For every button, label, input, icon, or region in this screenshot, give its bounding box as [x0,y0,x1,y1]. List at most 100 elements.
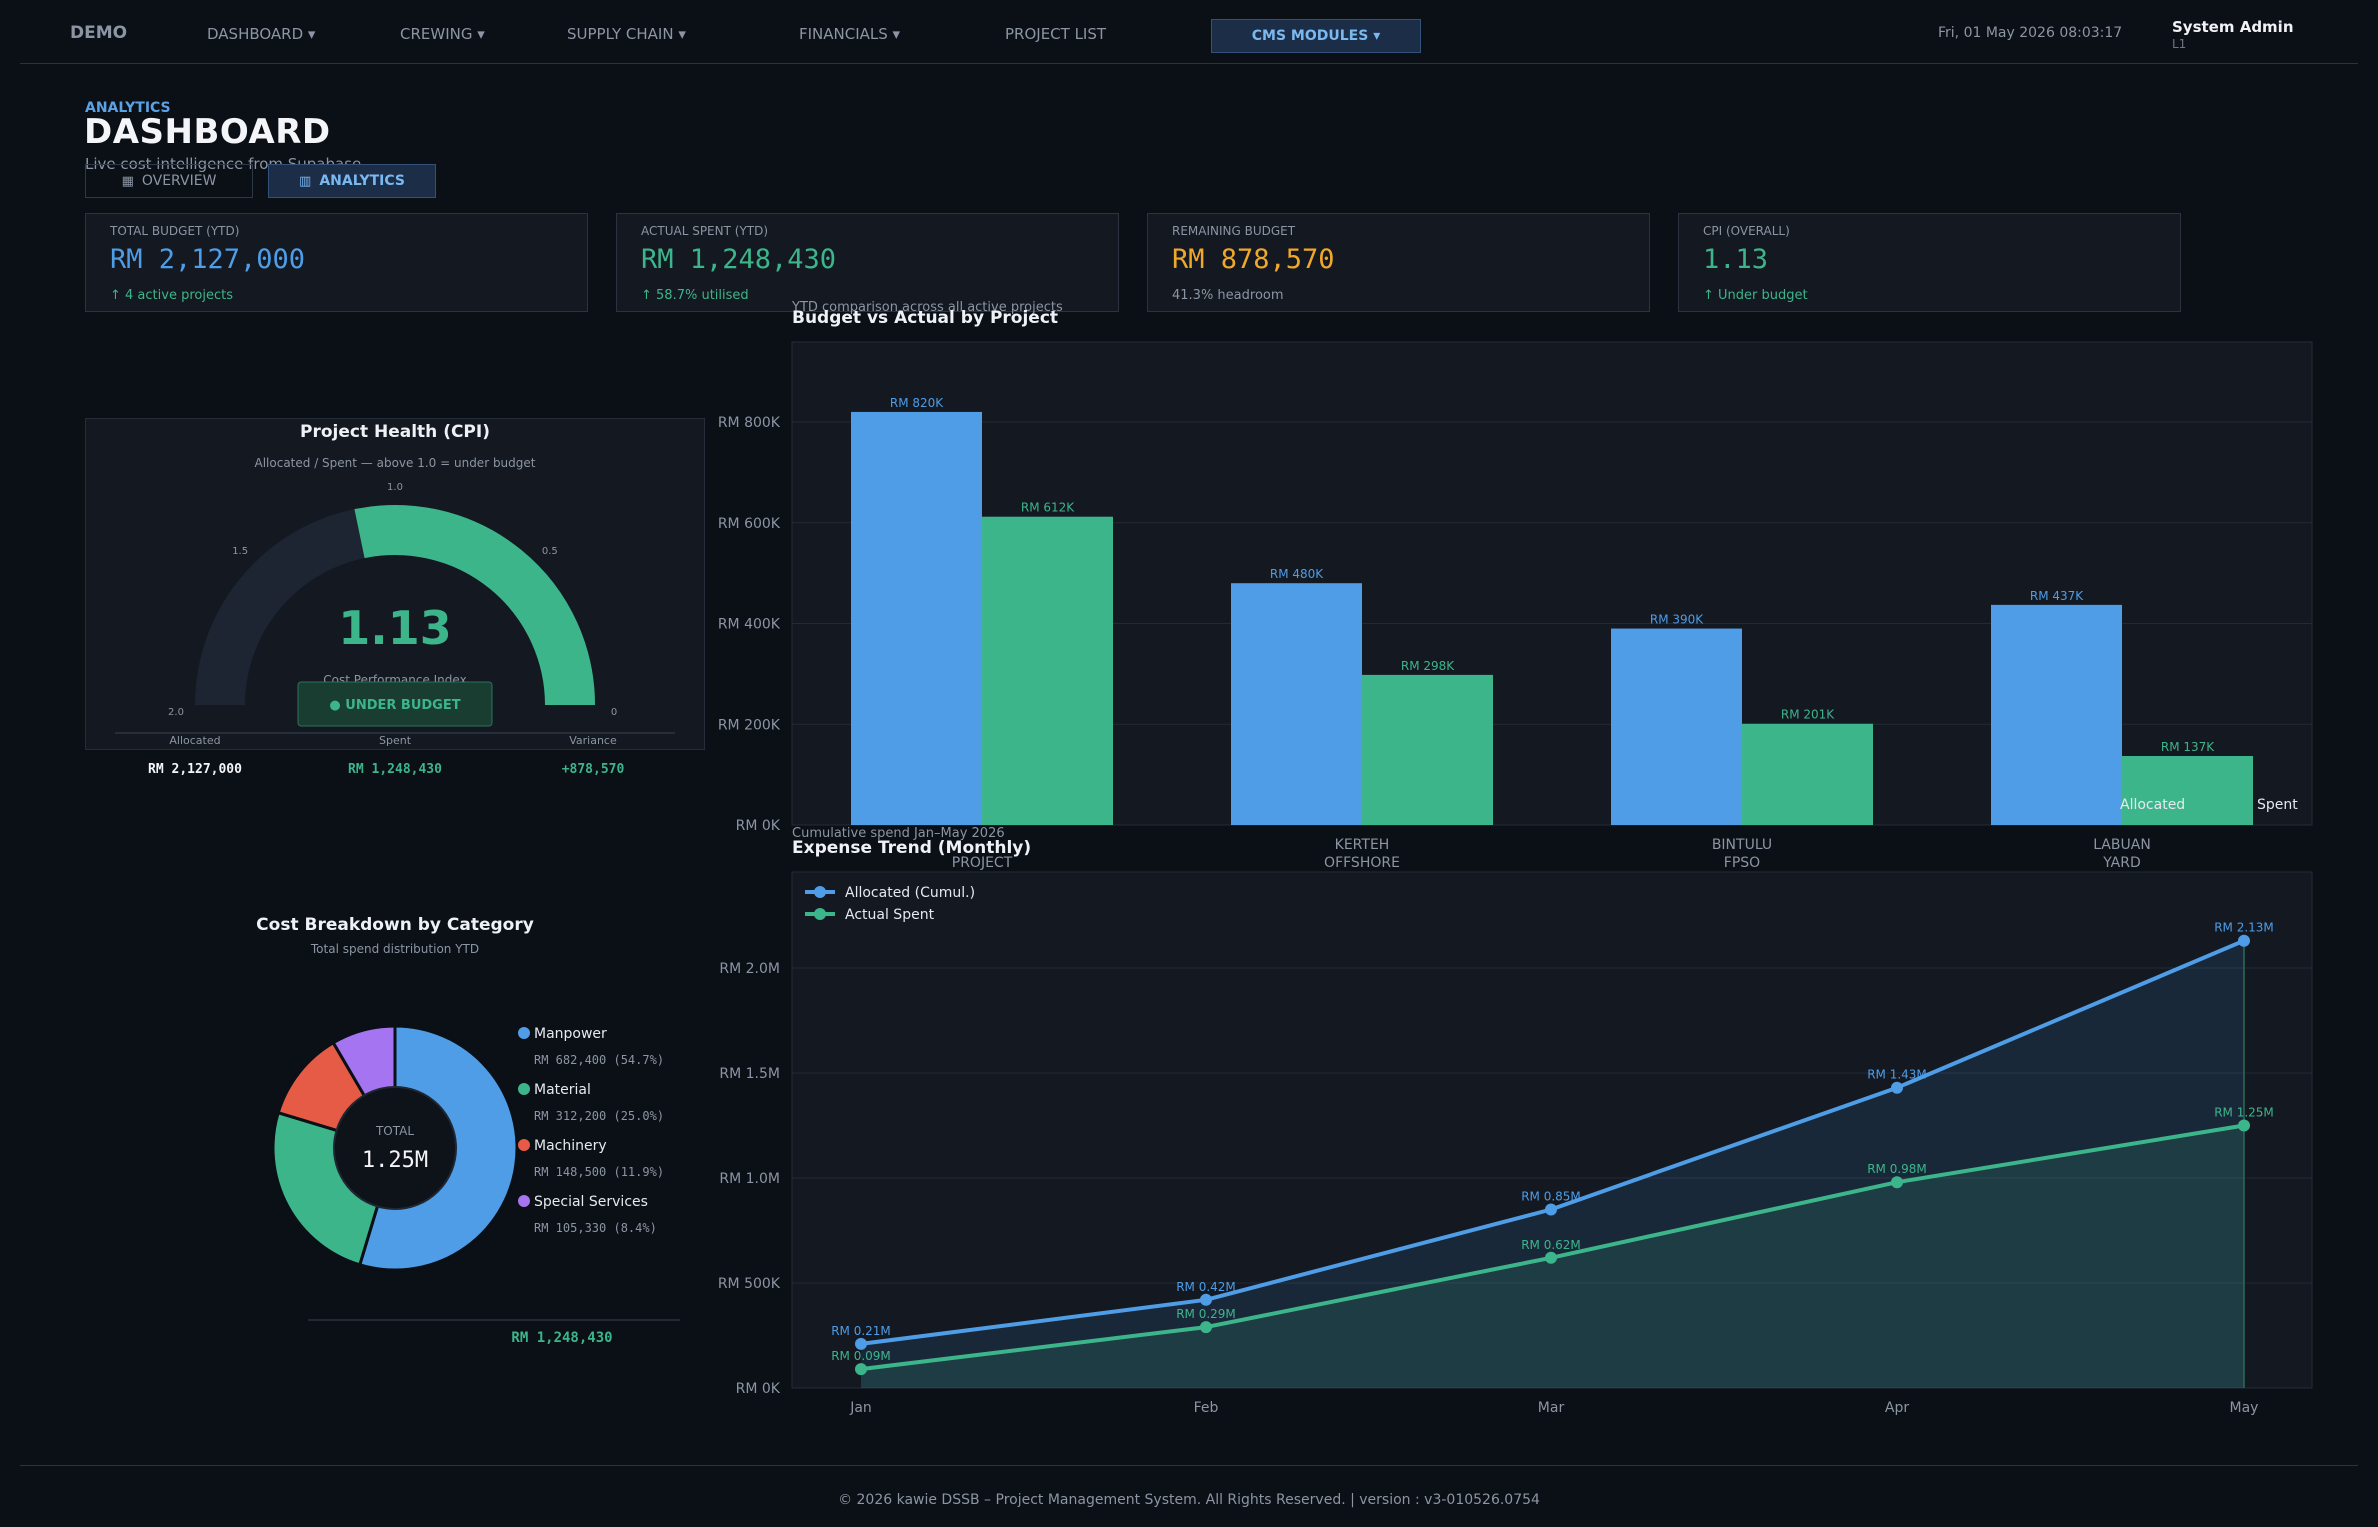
legend-category: Special Services [534,1194,648,1210]
under-budget-badge [297,681,493,727]
y-tick-label: RM 200K [718,717,781,733]
x-tick-label: YARD [2102,855,2141,871]
legend-label: Spent [2257,797,2298,813]
bar-spent [2122,755,2253,825]
legend-category: Machinery [534,1138,607,1154]
trend-chart-plot-area [791,871,2313,1389]
budget-chart-title: Budget vs Actual by Project [792,308,1059,328]
page-title: DASHBOARD [84,112,331,152]
trend-chart-title: Expense Trend (Monthly) [792,838,1032,858]
budget-chart-subtitle: YTD comparison across all active project… [792,300,1063,315]
kpi-label: TOTAL BUDGET (YTD) [110,224,240,238]
x-tick-label: Jan [849,1400,872,1416]
kpi-note: ↑ Under budget [1703,288,1808,303]
tab-analytics[interactable]: ▥ ANALYTICS [268,164,436,198]
data-point [1891,1176,1903,1189]
bar-value-label: RM 820K [890,396,944,410]
nav-crewing[interactable]: CREWING ▾ [400,25,485,43]
legend-swatch [2238,796,2252,810]
data-point-label: RM 0.42M [1176,1280,1236,1294]
kpi-value: RM 1,248,430 [641,244,837,275]
area-fill-allocated [861,940,2244,1388]
bar-value-label: RM 612K [1021,501,1075,515]
datetime-display: Fri, 01 May 2026 08:03:17 [1938,25,2123,41]
nav-divider [20,63,2358,64]
breakdown-total-value: RM 1,248,430 [511,1330,612,1346]
page-eyebrow: ANALYTICS [85,100,171,116]
kpi-card-total-budget: TOTAL BUDGET (YTD) RM 2,127,000 ↑ 4 acti… [85,213,588,312]
stat-label-variance: Variance [569,734,617,747]
legend-dot [814,908,826,920]
stat-value-spent: RM 1,248,430 [348,762,442,777]
nav-dashboard[interactable]: DASHBOARD ▾ [207,25,316,43]
x-tick-label: LABUAN [2093,837,2151,853]
stat-value-variance: +878,570 [562,762,625,777]
bar-value-label: RM 480K [1270,567,1324,581]
gauge-tick: 1.0 [387,482,403,493]
user-name[interactable]: System Admin [2172,18,2294,36]
legend-dot [518,1139,530,1151]
bar-allocated [1231,583,1362,825]
nav-supply-chain[interactable]: SUPPLY CHAIN ▾ [567,25,686,43]
bar-spent [1742,723,1873,825]
bar-value-label: RM 201K [1781,708,1835,722]
bar-spent [982,516,1113,825]
data-point [855,1363,867,1376]
area-fill-spent [861,1125,2244,1388]
y-tick-label: RM 800K [718,415,781,431]
y-tick-label: RM 0K [736,1381,781,1397]
y-tick-label: RM 600K [718,516,781,532]
data-point [1545,1203,1557,1216]
data-point-label: RM 0.21M [831,1324,891,1338]
kpi-note: ↑ 58.7% utilised [641,288,749,303]
gauge-fill [354,505,595,706]
legend-value: RM 105,330 (8.4%) [534,1221,657,1235]
donut-center-label: TOTAL [375,1124,414,1138]
legend-dot [518,1195,530,1207]
legend-category: Material [534,1082,591,1098]
tab-overview[interactable]: ▦ OVERVIEW [85,164,253,198]
data-point [855,1337,867,1350]
nav-financials[interactable]: FINANCIALS ▾ [799,25,901,43]
data-point-label: RM 2.13M [2214,921,2274,935]
gauge-tick: 0 [611,707,617,718]
expense-trend-chart: RM 0K RM 500K RM 1.0M RM 1.5M RM 2.0M Jan Feb M… [718,871,2313,1416]
project-health-title: Project Health (CPI) [299,422,490,442]
legend-swatch [2100,796,2114,810]
nav-project-list[interactable]: PROJECT LIST [1005,25,1107,43]
bar-allocated [851,411,982,825]
data-point-label: RM 0.98M [1867,1162,1927,1176]
donut-hole [333,1086,457,1210]
data-point-label: RM 1.43M [1867,1068,1927,1082]
kpi-note: 41.3% headroom [1172,288,1284,303]
data-point [1200,1321,1212,1334]
footer-text: © 2026 kawie DSSB – Project Management S… [838,1492,1540,1508]
data-point [1891,1081,1903,1094]
gauge-tick: 2.0 [168,707,184,718]
legend-dot [518,1027,530,1039]
data-point-label: RM 1.25M [2214,1106,2274,1120]
bar-value-label: RM 137K [2161,740,2215,754]
tab-overview-label: OVERVIEW [141,173,217,189]
trend-chart-subtitle: Cumulative spend Jan–May 2026 [792,826,1005,841]
footer-divider [20,1465,2358,1466]
legend-category: Manpower [534,1026,607,1042]
stat-value-allocated: RM 2,127,000 [148,762,242,777]
x-tick-label: FPSO [1724,855,1760,871]
data-point-label: RM 0.85M [1521,1190,1581,1204]
data-point [1545,1251,1557,1264]
y-tick-label: RM 500K [718,1276,781,1292]
brand-logo[interactable]: DEMO [70,23,128,43]
kpi-value: RM 2,127,000 [110,244,306,275]
kpi-label: CPI (OVERALL) [1703,224,1790,238]
bar-value-label: RM 298K [1401,659,1455,673]
bar-value-label: RM 390K [1650,613,1704,627]
data-point-label: RM 0.62M [1521,1238,1581,1252]
bar-allocated [1991,604,2122,825]
under-budget-badge-label: ● UNDER BUDGET [329,698,460,713]
legend-value: RM 682,400 (54.7%) [534,1053,664,1067]
cost-breakdown-subtitle: Total spend distribution YTD [310,942,480,956]
x-tick-label: BINTULU [1712,837,1772,853]
grid-icon: ▦ [121,173,134,189]
cms-modules-button[interactable]: CMS MODULES ▾ [1211,19,1421,53]
